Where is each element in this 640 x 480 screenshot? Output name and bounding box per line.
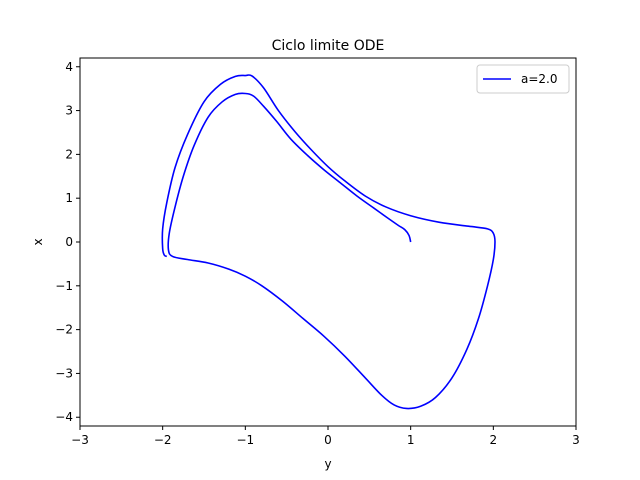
series-line-0 (161, 74, 496, 410)
y-tick-label: −2 (55, 323, 73, 337)
y-tick-label: 1 (65, 191, 73, 205)
y-tick-label: 2 (65, 147, 73, 161)
y-tick-label: −3 (55, 366, 73, 380)
y-tick-label: 0 (65, 235, 73, 249)
legend: a=2.0 (476, 64, 570, 94)
x-axis-label: y (324, 457, 331, 471)
y-tick-label: 4 (65, 60, 73, 74)
legend-box (476, 64, 570, 94)
x-tick-label: −2 (154, 433, 172, 447)
plot-area (80, 58, 576, 426)
plot-content (161, 74, 496, 410)
x-tick-label: 2 (490, 433, 498, 447)
legend-entry-label: a=2.0 (521, 72, 558, 86)
y-axis-ticks: −4 −3 −2 −1 0 1 2 3 4 (55, 60, 80, 424)
x-tick-label: 3 (572, 433, 580, 447)
y-axis-label: x (31, 238, 45, 245)
x-tick-label: 1 (407, 433, 415, 447)
y-tick-label: 3 (65, 104, 73, 118)
x-tick-label: 0 (324, 433, 332, 447)
x-tick-label: −3 (71, 433, 89, 447)
x-axis-ticks: −3 −2 −1 0 1 2 3 (71, 426, 580, 447)
y-tick-label: −4 (55, 410, 73, 424)
x-tick-label: −1 (236, 433, 254, 447)
chart-title: Ciclo limite ODE (272, 38, 385, 54)
y-tick-label: −1 (55, 279, 73, 293)
